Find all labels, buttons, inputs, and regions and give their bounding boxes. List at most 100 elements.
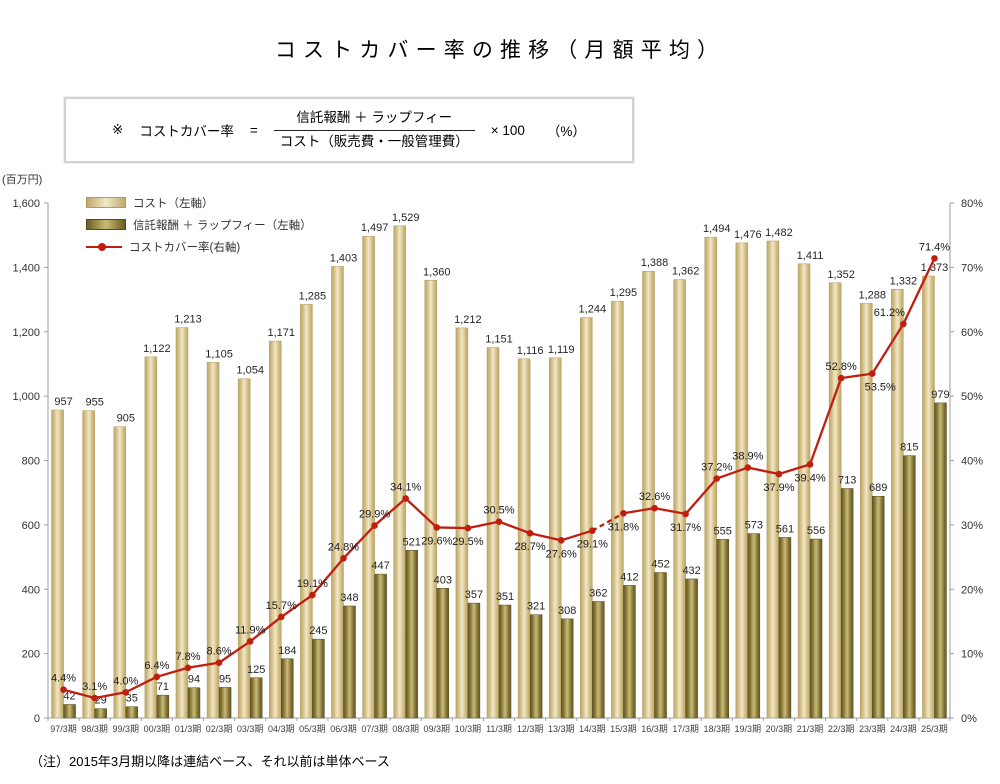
rate-line-segment <box>249 616 282 643</box>
rate-point <box>682 510 689 518</box>
rate-point <box>464 524 472 532</box>
cost-value-label: 1,244 <box>579 304 607 316</box>
formula-marker: ※ <box>112 122 124 137</box>
rate-line-segment <box>373 497 407 527</box>
fee-value-label: 94 <box>188 674 200 686</box>
rate-point <box>868 370 876 377</box>
right-axis-tick-label: 60% <box>961 327 983 339</box>
formula-equals: = <box>249 122 258 138</box>
fee-value-label: 351 <box>496 591 514 603</box>
fee-bar <box>498 604 512 719</box>
fee-bar <box>218 687 232 719</box>
fee-value-label: 561 <box>776 523 794 535</box>
left-axis-tick-label: 200 <box>22 649 40 661</box>
cost-value-label: 1,403 <box>330 252 358 264</box>
cost-value-label: 1,285 <box>299 290 327 302</box>
formula-fraction: 信託報酬 ＋ ラップフィー コスト（販売費・一般管理費） <box>273 110 475 151</box>
formula-unit: （%） <box>546 124 586 139</box>
cost-value-label: 1,352 <box>827 269 855 281</box>
fee-value-label: 815 <box>900 442 918 454</box>
fee-bar <box>903 455 916 719</box>
rate-line-segment <box>156 666 189 678</box>
x-axis-label: 09/3期 <box>424 724 451 734</box>
rate-line-segment <box>902 257 936 325</box>
cost-bar <box>735 242 749 719</box>
fee-value-label: 125 <box>247 664 265 676</box>
rate-point <box>526 529 534 537</box>
cost-bar <box>486 347 500 719</box>
rate-line-segment <box>498 520 531 535</box>
cost-bar <box>113 426 127 719</box>
cost-value-label: 1,388 <box>641 257 669 269</box>
cost-bar <box>580 317 593 719</box>
x-axis-label: 11/3期 <box>486 724 512 734</box>
x-axis-label: 21/3期 <box>797 724 824 734</box>
right-axis-tick-label: 40% <box>961 456 983 468</box>
left-axis-tick-label: 1,600 <box>12 198 40 210</box>
cost-bar <box>144 356 158 719</box>
x-axis-label: 00/3期 <box>144 724 171 734</box>
rate-line-segment <box>404 497 438 529</box>
cost-value-label: 955 <box>85 397 103 409</box>
left-axis-tick-label: 1,200 <box>12 327 40 339</box>
x-axis-label: 08/3期 <box>392 724 419 734</box>
x-axis-label: 25/3期 <box>921 724 948 734</box>
formula-box: ※ コストカバー率 = 信託報酬 ＋ ラップフィー コスト（販売費・一般管理費）… <box>63 96 635 164</box>
fee-value-label: 362 <box>589 587 607 599</box>
rate-line-segment <box>840 372 873 380</box>
x-axis-label: 99/3期 <box>112 724 139 734</box>
cost-value-label: 1,212 <box>454 314 482 326</box>
fee-value-label: 184 <box>278 645 296 657</box>
fee-bar <box>249 677 263 719</box>
rate-value-label: 29.9% <box>359 509 390 521</box>
rate-value-label: 61.2% <box>874 307 905 319</box>
rate-point <box>277 613 285 621</box>
rate-line-segment <box>342 524 376 560</box>
right-axis-tick-label: 20% <box>961 584 983 596</box>
formula-label: コストカバー率 <box>139 124 234 139</box>
fee-value-label: 452 <box>651 559 669 571</box>
fee-value-label: 403 <box>434 574 452 586</box>
rate-point <box>122 688 130 696</box>
rate-value-label: 52.8% <box>826 361 857 373</box>
rate-point <box>775 470 783 478</box>
fee-bar <box>125 706 139 719</box>
rate-point <box>91 694 98 702</box>
cost-bar <box>859 303 873 719</box>
x-axis-label: 22/3期 <box>828 724 855 734</box>
x-axis-label: 19/3期 <box>735 724 762 734</box>
x-axis-label: 06/3期 <box>330 724 357 734</box>
footnote: （注）2015年3月期以降は連結ベース、それ以前は単体ベース <box>30 754 390 769</box>
legend-label: コスト（左軸） <box>133 197 214 210</box>
right-axis-tick-label: 30% <box>961 520 983 532</box>
fee-bar <box>809 538 823 719</box>
x-axis-label: 14/3期 <box>579 724 606 734</box>
rate-value-label: 31.8% <box>608 521 639 533</box>
legend-item-fee: 信託報酬 ＋ ラップフィー（左軸） <box>86 218 312 232</box>
rate-value-label: 24.8% <box>328 541 359 553</box>
rate-point <box>340 555 347 562</box>
legend-item-rate: コストカバー率(右軸) <box>86 240 312 254</box>
x-axis-label: 20/3期 <box>766 724 793 734</box>
rate-point <box>744 464 752 471</box>
cost-bar <box>269 340 282 719</box>
rate-line-swatch <box>86 242 122 251</box>
rate-value-label: 38.9% <box>732 451 763 463</box>
rate-line-segment <box>280 594 314 618</box>
cost-bar <box>393 225 406 719</box>
fee-bar <box>529 614 543 719</box>
left-axis-tick-label: 1,400 <box>12 262 40 274</box>
cost-value-label: 905 <box>117 413 135 425</box>
left-axis-tick-label: 1,000 <box>12 391 40 403</box>
rate-value-label: 11.9% <box>235 624 266 636</box>
cost-bar <box>891 289 904 719</box>
rate-value-label: 29.5% <box>452 536 483 548</box>
rate-value-label: 15.7% <box>266 600 297 612</box>
rate-line-swatch-dot <box>98 242 106 251</box>
rate-line-segment <box>529 532 562 542</box>
fee-value-label: 71 <box>157 681 169 693</box>
fee-bar <box>405 550 418 719</box>
cost-swatch <box>86 197 126 208</box>
rate-point <box>620 509 627 517</box>
rate-value-label: 37.2% <box>701 462 732 474</box>
